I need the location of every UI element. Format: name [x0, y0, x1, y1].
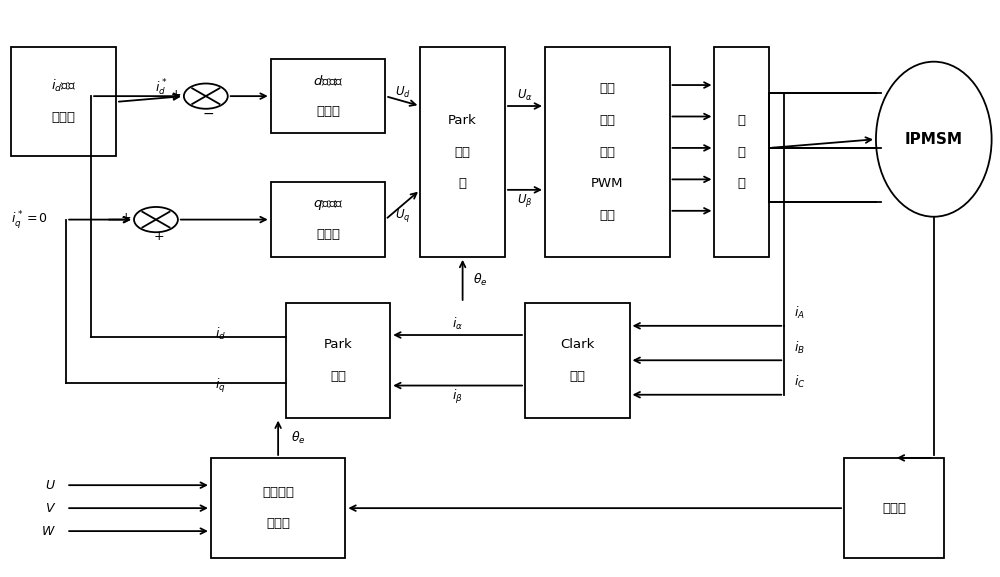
Text: 变: 变 — [738, 145, 746, 159]
Text: 调节器: 调节器 — [316, 228, 340, 241]
Text: $i_C$: $i_C$ — [794, 374, 806, 390]
Text: $U_q$: $U_q$ — [395, 207, 411, 223]
Text: $i_d^*$: $i_d^*$ — [155, 77, 167, 98]
Bar — [545, 47, 670, 257]
Text: 调节器: 调节器 — [316, 104, 340, 118]
Text: 逆: 逆 — [738, 114, 746, 127]
Text: 索控制: 索控制 — [266, 518, 290, 530]
Text: $W$: $W$ — [41, 524, 56, 538]
Bar — [211, 458, 345, 559]
Circle shape — [184, 84, 228, 109]
Text: $i_A$: $i_A$ — [794, 305, 805, 321]
Text: Park: Park — [448, 114, 477, 127]
Text: $i_B$: $i_B$ — [794, 340, 805, 355]
Bar — [714, 47, 769, 257]
Text: $U$: $U$ — [45, 479, 56, 492]
Text: 变步长搜: 变步长搜 — [262, 486, 294, 499]
Text: 给定表: 给定表 — [52, 111, 76, 124]
Text: $\theta_e$: $\theta_e$ — [473, 272, 488, 288]
Bar — [286, 303, 390, 418]
Text: 编码器: 编码器 — [882, 501, 906, 515]
Bar — [11, 47, 116, 156]
Text: Park: Park — [324, 338, 352, 351]
Text: $V$: $V$ — [45, 501, 56, 515]
Text: $U_d$: $U_d$ — [395, 85, 411, 100]
Text: $i_\alpha$: $i_\alpha$ — [452, 316, 463, 332]
Text: +: + — [171, 88, 181, 101]
Text: $U_\alpha$: $U_\alpha$ — [517, 88, 533, 103]
Text: PWM: PWM — [591, 177, 623, 190]
Bar — [271, 59, 385, 133]
Bar — [420, 47, 505, 257]
Text: IPMSM: IPMSM — [905, 132, 963, 147]
Bar — [844, 458, 944, 559]
Text: $d$轴电流: $d$轴电流 — [313, 74, 343, 88]
Text: 变换: 变换 — [569, 370, 585, 383]
Text: 矢量: 矢量 — [599, 145, 615, 159]
Text: 电压: 电压 — [599, 114, 615, 127]
Text: $i_d$逆增: $i_d$逆增 — [51, 78, 76, 94]
Text: $q$轴电流: $q$轴电流 — [313, 198, 343, 212]
Text: $i_\beta$: $i_\beta$ — [452, 388, 463, 406]
Text: Clark: Clark — [560, 338, 594, 351]
Circle shape — [134, 207, 178, 232]
Text: $i_d$: $i_d$ — [215, 327, 226, 343]
Bar — [525, 303, 630, 418]
Text: 空间: 空间 — [599, 83, 615, 95]
Bar — [271, 182, 385, 257]
Text: −: − — [203, 106, 215, 121]
Text: 逆变: 逆变 — [455, 145, 471, 159]
Text: 换: 换 — [459, 177, 467, 190]
Text: $U_\beta$: $U_\beta$ — [517, 192, 533, 209]
Text: 变换: 变换 — [330, 370, 346, 383]
Text: 调制: 调制 — [599, 209, 615, 222]
Text: $i_q$: $i_q$ — [215, 377, 226, 395]
Text: $\theta_e$: $\theta_e$ — [291, 430, 305, 446]
Text: +: + — [154, 230, 164, 243]
Text: $i_q^*=0$: $i_q^*=0$ — [11, 209, 48, 231]
Text: +: + — [121, 211, 131, 224]
Ellipse shape — [876, 62, 992, 217]
Text: 器: 器 — [738, 177, 746, 190]
